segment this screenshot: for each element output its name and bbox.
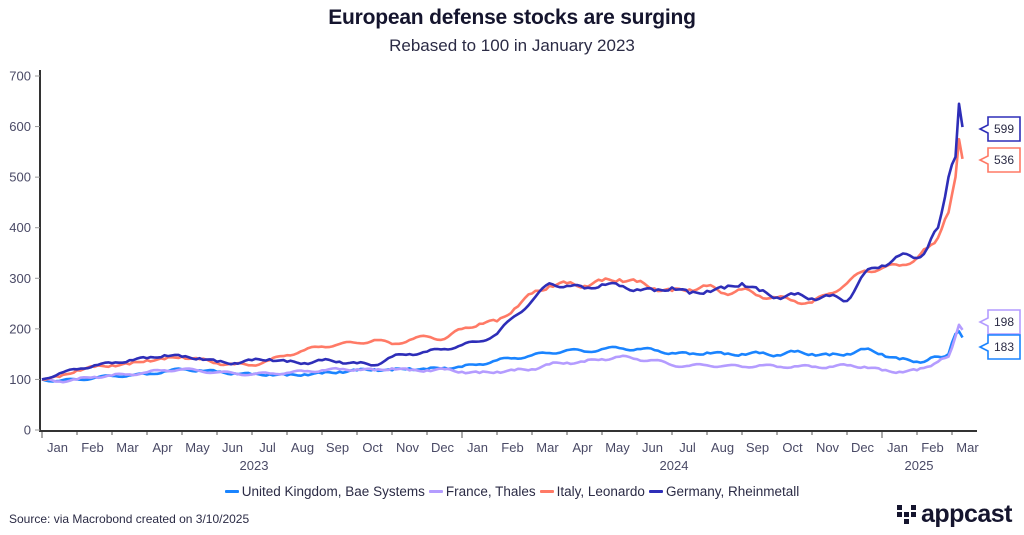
x-tick-label: Oct [782,440,803,455]
y-tick-label: 400 [9,220,31,235]
series-line-italy-leonardo [41,137,964,381]
series-line-united-kingdom-bae-systems [41,330,964,383]
end-label-box [978,147,1021,173]
x-tick-label: Aug [291,440,314,455]
legend-item: France, Thales [428,484,536,499]
x-tick-label: Jun [642,440,663,455]
y-tick-label: 600 [9,119,31,134]
x-tick-label: Feb [921,440,943,455]
series-line-germany-rheinmetall [41,102,964,381]
x-tick-label: Feb [81,440,103,455]
x-tick-label: Mar [536,440,559,455]
legend: United Kingdom, Bae Systems France, Thale… [0,481,1024,499]
x-tick-label: Jun [222,440,243,455]
end-label-value: 536 [994,153,1014,167]
end-label-box [978,334,1021,360]
source-note: Source: via Macrobond created on 3/10/20… [9,512,250,526]
x-year-label: 2024 [660,458,689,473]
x-tick-label: Apr [152,440,173,455]
axes [39,70,977,432]
y-tick-label: 0 [24,423,31,438]
x-tick-label: May [185,440,210,455]
appcast-logo-text: appcast [921,500,1012,528]
x-tick-label: Dec [851,440,875,455]
series-line-france-thales [41,323,964,384]
x-tick-label: Sep [746,440,769,455]
chart-subtitle: Rebased to 100 in January 2023 [389,36,635,55]
end-label-value: 198 [994,315,1014,329]
x-tick-label: Mar [116,440,139,455]
legend-swatch [428,490,443,493]
end-label-value: 183 [994,340,1014,354]
legend-label: Italy, Leonardo [556,484,645,499]
x-tick-label: Jul [679,440,696,455]
end-value-labels: 599 536 198 183 [978,116,1021,360]
legend-swatch [224,490,239,493]
y-tick-label: 100 [9,372,31,387]
x-axis-ticks: Jan Feb Mar Apr May Jun Jul Aug Sep Oct Nov Dec Jan F… [41,432,979,473]
y-tick-label: 700 [9,69,31,84]
x-tick-label: Dec [431,440,455,455]
x-tick-label: May [605,440,630,455]
end-label-box [978,309,1021,335]
y-axis-ticks: 0 100 200 300 400 500 600 700 [9,69,40,438]
x-tick-label: Apr [572,440,593,455]
x-tick-label: Aug [711,440,734,455]
end-label-box [978,116,1021,142]
legend-label: France, Thales [445,484,536,499]
chart-title: European defense stocks are surging [328,6,696,29]
x-tick-label: Jul [259,440,276,455]
x-tick-label: Jan [467,440,488,455]
x-year-label: 2025 [905,458,934,473]
x-tick-label: Nov [816,440,840,455]
series-lines [41,102,964,384]
y-tick-label: 500 [9,170,31,185]
x-year-label: 2023 [240,458,269,473]
x-tick-label: Feb [501,440,523,455]
end-label-value: 599 [994,122,1014,136]
legend-item: Germany, Rheinmetall [648,484,800,499]
legend-swatch [648,490,663,493]
y-tick-label: 200 [9,321,31,336]
appcast-logo: appcast [897,500,1012,529]
x-tick-label: Jan [47,440,68,455]
legend-label: Germany, Rheinmetall [665,484,800,499]
legend-swatch [539,490,554,493]
legend-label: United Kingdom, Bae Systems [241,484,425,499]
appcast-logo-icon [897,505,916,524]
x-tick-label: Sep [326,440,349,455]
legend-item: Italy, Leonardo [539,484,645,499]
x-tick-label: Oct [362,440,383,455]
y-tick-label: 300 [9,271,31,286]
x-tick-label: Jan [887,440,908,455]
x-tick-label: Nov [396,440,420,455]
legend-item: United Kingdom, Bae Systems [224,484,425,499]
x-tick-label: Mar [956,440,979,455]
